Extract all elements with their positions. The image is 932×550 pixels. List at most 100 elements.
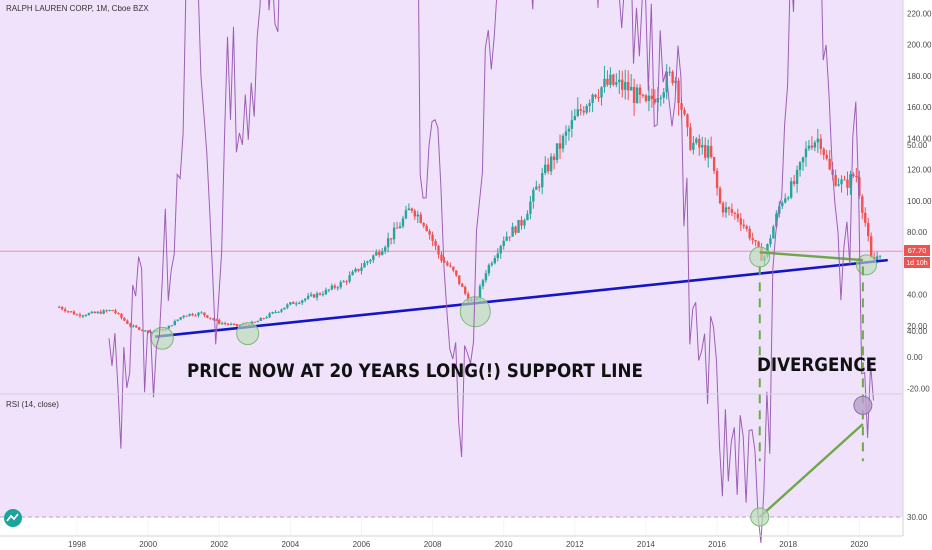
candle-body [621, 79, 624, 90]
candle-body [309, 294, 313, 296]
time-tick-label: 2000 [139, 540, 157, 549]
candle-body [638, 87, 642, 95]
candle-body [170, 325, 174, 327]
candle-body [277, 311, 280, 313]
price-tick-label: 120.00 [907, 166, 932, 175]
candle-body [718, 188, 722, 204]
candlestick-series [58, 64, 882, 335]
candle-body [864, 212, 867, 223]
candle-body [644, 95, 648, 102]
candle-body [226, 323, 230, 325]
candle-body [422, 223, 425, 226]
candle-body [386, 238, 390, 248]
candle-body [567, 128, 571, 132]
candle-body [478, 286, 482, 299]
candle-body [336, 287, 339, 289]
candle-body [852, 174, 855, 176]
candle-body [748, 228, 751, 239]
candle-body [345, 281, 348, 283]
candle-body [78, 314, 82, 317]
candle-body [215, 319, 218, 321]
candle-body [828, 158, 831, 170]
candle-body [792, 181, 796, 184]
price-badge: 67.70 1d 10h [904, 245, 930, 268]
candle-body [641, 94, 645, 96]
candle-body [306, 295, 310, 299]
candle-body [431, 234, 434, 241]
candle-body [807, 145, 811, 149]
candle-body [466, 293, 470, 302]
time-tick-label: 1998 [68, 540, 86, 549]
candle-body [555, 143, 559, 160]
candle-body [615, 82, 618, 85]
candle-body [378, 252, 381, 255]
tradingview-logo-icon[interactable] [4, 509, 22, 527]
candle-body [781, 202, 784, 207]
candle-body [668, 71, 671, 73]
price-tick-label: 0.00 [907, 353, 923, 362]
candle-body [401, 218, 405, 227]
candle-body [135, 325, 138, 328]
candle-body [425, 225, 428, 231]
candle-body [330, 285, 334, 290]
candle-body [419, 214, 422, 224]
candle-body [114, 310, 117, 314]
candle-body [413, 210, 417, 217]
candle-body [635, 87, 639, 103]
candle-body [253, 321, 256, 323]
candle-body [437, 245, 440, 255]
candle-body [348, 275, 351, 282]
candle-body [875, 256, 879, 260]
candle-body [484, 273, 488, 281]
candle-body [179, 317, 182, 320]
candle-body [549, 156, 553, 172]
candle-body [804, 148, 808, 158]
rsi-tick-label: 30.00 [907, 513, 928, 522]
candle-body [739, 218, 742, 225]
candle-body [659, 97, 662, 99]
candle-body [810, 145, 814, 148]
candle-body [523, 220, 526, 226]
candle-body [671, 71, 674, 84]
candle-body [259, 318, 262, 321]
candle-body [594, 94, 597, 97]
candle-body [129, 323, 132, 327]
candle-body [618, 79, 621, 83]
divergence-annotation: DIVERGENCE [757, 354, 877, 376]
candle-body [564, 131, 568, 136]
candle-body [452, 266, 455, 271]
candle-body [588, 103, 591, 107]
candle-body [683, 109, 686, 115]
candle-body [532, 189, 535, 202]
candle-body [200, 312, 203, 314]
candle-body [410, 208, 414, 211]
candle-body [132, 325, 135, 327]
price-tick-label: 160.00 [907, 103, 932, 112]
candle-body [87, 313, 91, 316]
time-tick-label: 2018 [779, 540, 797, 549]
candle-body [268, 313, 271, 318]
candle-body [721, 203, 725, 213]
candle-body [99, 311, 102, 314]
candle-body [93, 311, 96, 314]
candle-body [624, 82, 627, 90]
candle-body [493, 258, 497, 264]
rsi-tick-label: 50.00 [907, 141, 928, 150]
support-annotation: PRICE NOW AT 20 YEARS LONG(!) SUPPORT LI… [187, 360, 643, 382]
time-tick-label: 2004 [281, 540, 299, 549]
candle-body [579, 109, 582, 111]
candle-body [626, 82, 630, 91]
candle-body [662, 92, 665, 98]
rsi-low-marker [750, 507, 770, 527]
candle-body [63, 309, 67, 312]
candle-body [787, 197, 790, 199]
candle-body [194, 315, 197, 317]
candle-body [256, 320, 259, 323]
candle-body [816, 138, 820, 143]
candle-body [825, 154, 828, 159]
candle-body [123, 317, 126, 321]
candle-body [389, 238, 393, 240]
candle-body [612, 74, 615, 85]
